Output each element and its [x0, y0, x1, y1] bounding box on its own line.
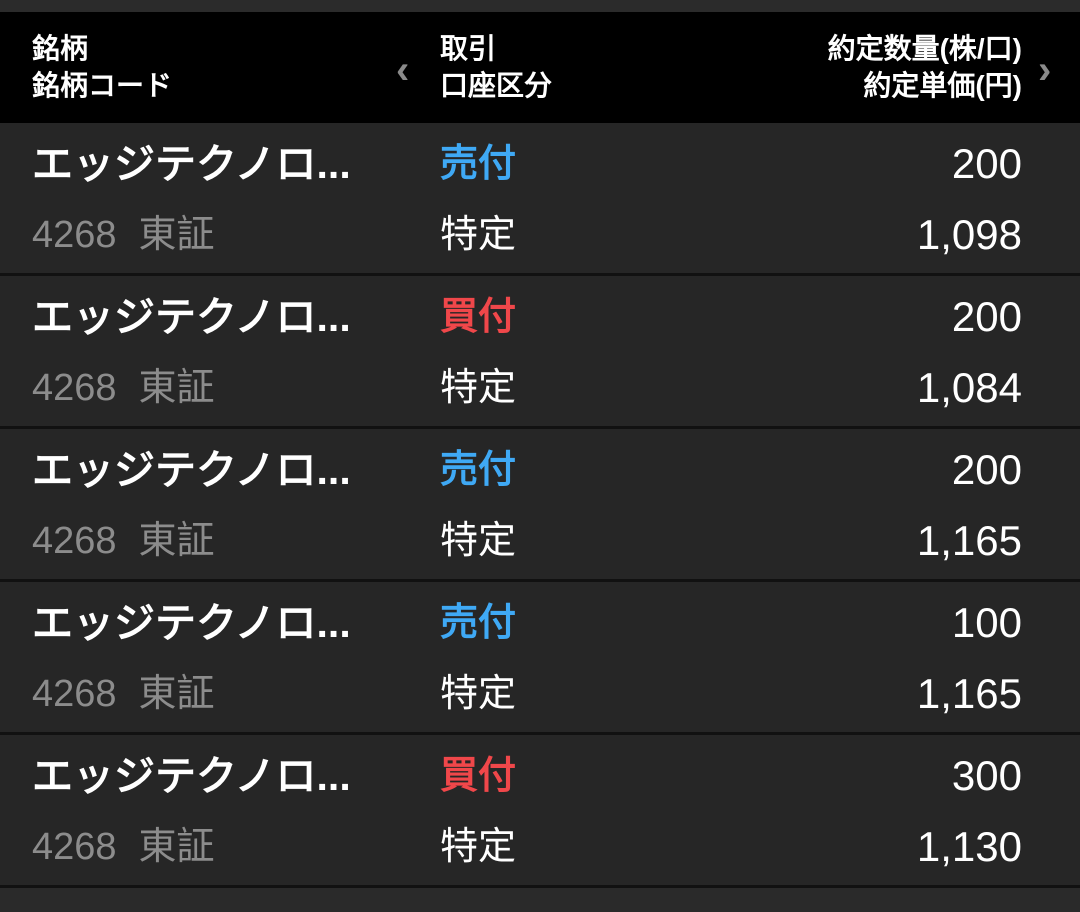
- stock-code: 4268: [32, 520, 117, 562]
- account-type: 特定: [440, 214, 517, 256]
- trade-side: 売付: [440, 143, 517, 185]
- account-type: 特定: [440, 367, 517, 409]
- table-row[interactable]: エッジテクノロ... 4268 東証 売付 特定 100 1,165: [0, 582, 1080, 735]
- quantity: 200: [951, 446, 1022, 493]
- stock-code-market: 4268 東証: [32, 670, 215, 718]
- header-label: 銘柄: [32, 33, 89, 64]
- stock-code-market: 4268 東証: [32, 211, 215, 259]
- header-label: 口座区分: [440, 70, 553, 101]
- price: 1,165: [916, 670, 1022, 717]
- header-col-trade: 取引 口座区分: [440, 30, 552, 104]
- stock-code: 4268: [32, 826, 117, 868]
- header-label: 約定数量(株/口): [827, 33, 1022, 64]
- stock-code: 4268: [32, 673, 117, 715]
- table-row[interactable]: エッジテクノロ... 4268 東証 買付 特定 300 1,130: [0, 735, 1080, 888]
- market: 東証: [138, 673, 215, 715]
- account-type: 特定: [440, 520, 517, 562]
- quantity: 100: [951, 599, 1022, 646]
- stock-code: 4268: [32, 367, 117, 409]
- account-type: 特定: [440, 673, 517, 715]
- market: 東証: [138, 826, 215, 868]
- stock-code-market: 4268 東証: [32, 364, 215, 412]
- header-label: 銘柄コード: [32, 70, 173, 101]
- account-type: 特定: [440, 826, 517, 868]
- chevron-right-icon[interactable]: ›: [1038, 48, 1052, 92]
- bottom-area: [0, 889, 1080, 912]
- stock-code: 4268: [32, 214, 117, 256]
- trade-side: 売付: [440, 602, 517, 644]
- header-col-quantity-price: 約定数量(株/口) 約定単価(円): [828, 30, 1022, 104]
- trade-side: 買付: [440, 755, 517, 797]
- trade-side: 売付: [440, 449, 517, 491]
- price: 1,098: [916, 211, 1022, 258]
- chevron-left-icon[interactable]: ‹: [396, 48, 410, 92]
- stock-name: エッジテクノロ...: [32, 447, 351, 493]
- table-row[interactable]: エッジテクノロ... 4268 東証 買付 特定 200 1,084: [0, 276, 1080, 429]
- market: 東証: [138, 367, 215, 409]
- header-label: 約定単価(円): [863, 70, 1022, 101]
- stock-name: エッジテクノロ...: [32, 294, 351, 340]
- top-strip: [0, 0, 1080, 12]
- stock-name: エッジテクノロ...: [32, 600, 351, 646]
- stock-name: エッジテクノロ...: [32, 753, 351, 799]
- market: 東証: [138, 520, 215, 562]
- stock-code-market: 4268 東証: [32, 823, 215, 871]
- price: 1,130: [916, 823, 1022, 870]
- price: 1,084: [916, 364, 1022, 411]
- table-row[interactable]: エッジテクノロ... 4268 東証 売付 特定 200 1,165: [0, 429, 1080, 582]
- quantity: 200: [951, 140, 1022, 187]
- quantity: 300: [951, 752, 1022, 799]
- quantity: 200: [951, 293, 1022, 340]
- execution-list: エッジテクノロ... 4268 東証 売付 特定 200 1,098 エッジテクノロ…: [0, 123, 1080, 888]
- header-label: 取引: [440, 33, 497, 64]
- price: 1,165: [916, 517, 1022, 564]
- trade-side: 買付: [440, 296, 517, 338]
- table-header: 銘柄 銘柄コード ‹ 取引 口座区分 約定数量(株/口) 約定単価(円) ›: [0, 12, 1080, 123]
- market: 東証: [138, 214, 215, 256]
- stock-code-market: 4268 東証: [32, 517, 215, 565]
- stock-name: エッジテクノロ...: [32, 141, 351, 187]
- table-row[interactable]: エッジテクノロ... 4268 東証 売付 特定 200 1,098: [0, 123, 1080, 276]
- header-col-stock: 銘柄 銘柄コード: [32, 30, 172, 104]
